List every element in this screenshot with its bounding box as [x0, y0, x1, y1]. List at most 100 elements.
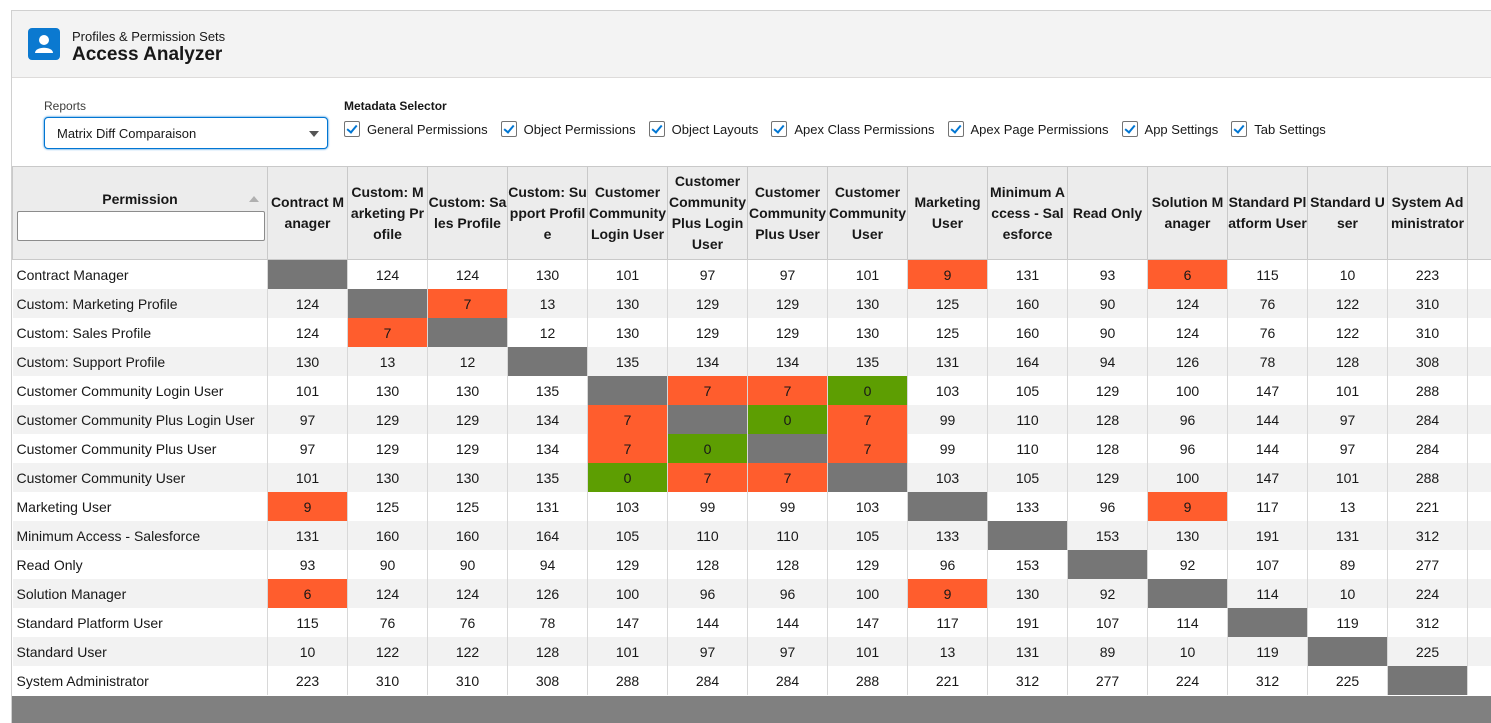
checkbox-checked-icon[interactable]	[1122, 121, 1138, 137]
column-header[interactable]: Custom: Sales Profile	[428, 167, 508, 260]
column-header[interactable]: Customer Community User	[828, 167, 908, 260]
matrix-cell: 101	[1308, 376, 1388, 405]
matrix-cell: 90	[1068, 318, 1148, 347]
column-header[interactable]: Marketing User	[908, 167, 988, 260]
matrix-cell: 7	[828, 434, 908, 463]
metadata-checkbox[interactable]: General Permissions	[344, 121, 488, 137]
matrix-cell: 92	[1068, 579, 1148, 608]
checkbox-checked-icon[interactable]	[649, 121, 665, 137]
matrix-cell: 131	[508, 492, 588, 521]
matrix-cell	[668, 405, 748, 434]
row-label: Customer Community Plus Login User	[13, 405, 268, 434]
matrix-cell-overflow	[1468, 289, 1491, 318]
matrix-cell: 99	[908, 405, 988, 434]
matrix-cell: 13	[348, 347, 428, 376]
checkbox-checked-icon[interactable]	[771, 121, 787, 137]
matrix-cell: 129	[1068, 463, 1148, 492]
checkbox-checked-icon[interactable]	[1231, 121, 1247, 137]
matrix-cell: 129	[428, 405, 508, 434]
matrix-cell: 310	[1388, 318, 1468, 347]
column-header[interactable]: Custom: Support Profile	[508, 167, 588, 260]
matrix-cell: 130	[428, 463, 508, 492]
matrix-cell: 6	[1148, 260, 1228, 290]
column-header[interactable]: Standard User	[1308, 167, 1388, 260]
matrix-cell: 13	[908, 637, 988, 666]
column-header[interactable]: Customer Community Plus User	[748, 167, 828, 260]
column-header[interactable]: Contract Manager	[268, 167, 348, 260]
matrix-cell: 284	[668, 666, 748, 695]
matrix-cell: 129	[748, 318, 828, 347]
metadata-checkbox[interactable]: Tab Settings	[1231, 121, 1326, 137]
matrix-cell: 101	[828, 260, 908, 290]
metadata-checkbox[interactable]: Apex Class Permissions	[771, 121, 934, 137]
matrix-cell: 96	[748, 579, 828, 608]
permission-filter-input[interactable]	[17, 211, 265, 241]
matrix-cell	[1068, 550, 1148, 579]
matrix-cell: 101	[588, 637, 668, 666]
chevron-down-icon	[309, 131, 319, 137]
matrix-cell: 147	[588, 608, 668, 637]
matrix-cell: 10	[1148, 637, 1228, 666]
matrix-cell: 6	[268, 579, 348, 608]
reports-select[interactable]: Matrix Diff Comparaison	[44, 117, 328, 149]
matrix-cell: 9	[908, 579, 988, 608]
matrix-cell: 134	[668, 347, 748, 376]
matrix-cell-overflow	[1468, 579, 1491, 608]
column-header[interactable]: Standard Platform User	[1228, 167, 1308, 260]
checkbox-checked-icon[interactable]	[344, 121, 360, 137]
column-header[interactable]: Customer Community Login User	[588, 167, 668, 260]
matrix-cell	[348, 289, 428, 318]
matrix-cell: 164	[508, 521, 588, 550]
metadata-checkbox[interactable]: App Settings	[1122, 121, 1219, 137]
matrix-cell: 144	[1228, 405, 1308, 434]
matrix-cell: 284	[748, 666, 828, 695]
matrix-cell: 135	[828, 347, 908, 376]
matrix-cell: 100	[1148, 376, 1228, 405]
matrix-cell: 101	[1308, 463, 1388, 492]
metadata-checkbox[interactable]: Apex Page Permissions	[948, 121, 1109, 137]
column-header[interactable]: Solution Manager	[1148, 167, 1228, 260]
row-label: Customer Community User	[13, 463, 268, 492]
matrix-cell: 107	[1068, 608, 1148, 637]
matrix-cell: 100	[1148, 463, 1228, 492]
column-header[interactable]: Read Only	[1068, 167, 1148, 260]
metadata-checkbox-label: Object Layouts	[672, 122, 759, 137]
matrix-cell: 99	[748, 492, 828, 521]
matrix-cell: 103	[828, 492, 908, 521]
metadata-checkbox[interactable]: Object Layouts	[649, 121, 759, 137]
matrix-cell: 129	[348, 405, 428, 434]
matrix-cell: 224	[1148, 666, 1228, 695]
matrix-cell: 99	[668, 492, 748, 521]
matrix-cell: 125	[348, 492, 428, 521]
checkbox-checked-icon[interactable]	[501, 121, 517, 137]
row-label: Custom: Marketing Profile	[13, 289, 268, 318]
sort-ascending-icon[interactable]	[249, 196, 259, 202]
column-header[interactable]: Customer Community Plus Login User	[668, 167, 748, 260]
metadata-checkbox[interactable]: Object Permissions	[501, 121, 636, 137]
matrix-cell: 101	[268, 376, 348, 405]
matrix-cell: 105	[828, 521, 908, 550]
metadata-checkbox-label: Apex Class Permissions	[794, 122, 934, 137]
matrix-cell: 9	[1148, 492, 1228, 521]
matrix-cell: 135	[508, 376, 588, 405]
matrix-cell: 221	[1388, 492, 1468, 521]
matrix-cell	[1308, 637, 1388, 666]
checkbox-checked-icon[interactable]	[948, 121, 964, 137]
matrix-cell: 110	[748, 521, 828, 550]
matrix-cell: 144	[748, 608, 828, 637]
matrix-cell: 97	[1308, 434, 1388, 463]
column-header-permission[interactable]: Permission	[13, 167, 268, 260]
matrix-cell: 223	[268, 666, 348, 695]
matrix-cell: 124	[348, 579, 428, 608]
column-header[interactable]: System Administrator	[1388, 167, 1468, 260]
column-header[interactable]: Minimum Access - Salesforce	[988, 167, 1068, 260]
matrix-cell-overflow	[1468, 637, 1491, 666]
reports-select-value: Matrix Diff Comparaison	[57, 126, 196, 141]
column-header[interactable]: Custom: Marketing Profile	[348, 167, 428, 260]
matrix-cell: 114	[1148, 608, 1228, 637]
matrix-cell: 103	[908, 376, 988, 405]
matrix-cell: 160	[988, 289, 1068, 318]
